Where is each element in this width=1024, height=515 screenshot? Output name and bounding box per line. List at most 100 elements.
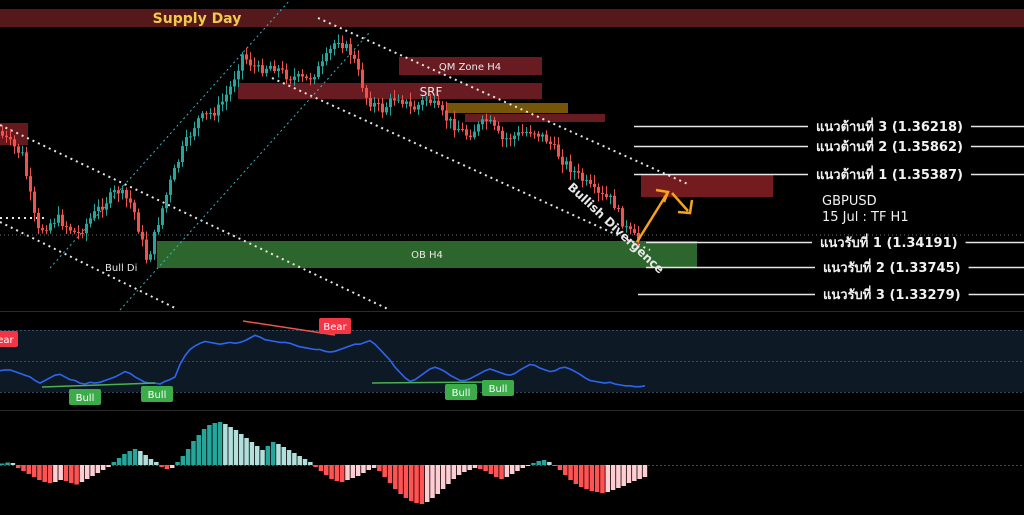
bull-label-tag: Bull (482, 380, 514, 396)
candle-body (29, 176, 32, 192)
candle-body (485, 119, 488, 122)
histogram-bar (626, 465, 632, 483)
histogram-bar (21, 465, 26, 471)
tag-text: Bear (0, 335, 15, 346)
candle-body (257, 65, 260, 67)
bull-label-tag: Bull (445, 384, 477, 400)
candle-body (421, 100, 424, 105)
bull-label-tag: Bull (69, 389, 101, 405)
histogram-bar (371, 465, 377, 468)
channel-lower-left (0, 221, 176, 309)
histogram-bar (127, 451, 132, 465)
tag-text: Bull (76, 393, 95, 404)
candle-body (53, 222, 56, 224)
candle-body (249, 59, 252, 66)
zone-box (399, 57, 542, 75)
candle-body (317, 66, 320, 78)
histogram-bar (345, 465, 350, 480)
candle-body (589, 179, 592, 184)
zone-box (446, 103, 568, 113)
histogram-bar (504, 465, 510, 477)
histogram-bar (201, 429, 207, 465)
candle-body (109, 192, 112, 204)
histogram-bar (632, 465, 637, 481)
candle-body (433, 100, 436, 103)
candle-body (417, 104, 420, 110)
bull-label-tag: Bull (141, 386, 173, 402)
histogram-bar (116, 458, 122, 465)
candle-body (393, 98, 396, 101)
histogram-bar (302, 459, 308, 465)
candle-body (213, 112, 216, 116)
candle-body (461, 128, 464, 130)
histogram-bar (531, 463, 536, 465)
candle-body (169, 179, 172, 195)
histogram-bar (594, 465, 600, 492)
candle-body (313, 77, 316, 80)
candle-body (613, 195, 616, 208)
histogram-bar (398, 465, 403, 494)
candle-body (273, 65, 276, 72)
candle-body (185, 137, 188, 147)
level-label: แนวรับที่ 3 (1.33279) (823, 285, 961, 303)
histogram-bar (159, 465, 164, 467)
candle-body (189, 136, 192, 138)
candle-body (621, 208, 624, 227)
candle-body (325, 53, 328, 62)
histogram-bar (329, 465, 334, 479)
histogram-bar (605, 465, 611, 492)
candle-body (49, 223, 52, 231)
orange-arrow-down-head (677, 199, 694, 215)
candle-body (553, 143, 556, 145)
candle-body (285, 69, 288, 80)
candle-body (149, 254, 152, 260)
candle-body (513, 135, 516, 140)
candle-body (369, 97, 372, 107)
tag-box (69, 389, 101, 405)
histogram-bar (621, 465, 626, 486)
candle-body (1, 131, 4, 136)
zone-label: Supply Day (153, 11, 242, 27)
candle-body (197, 118, 200, 129)
candle-body (277, 68, 280, 72)
histogram-bar (154, 462, 159, 465)
histogram-bar (244, 438, 249, 465)
histogram-bars (0, 422, 648, 504)
candle-body (69, 226, 72, 231)
histogram-bar (297, 456, 302, 465)
candle-body (397, 99, 400, 101)
candle-body (425, 99, 428, 101)
tag-text: Bear (323, 322, 347, 333)
histogram-bar (355, 465, 361, 476)
candle-body (25, 152, 28, 177)
candle-body (521, 132, 524, 134)
candle-body (353, 54, 356, 59)
candle-body (141, 231, 144, 240)
histogram-bar (446, 465, 451, 484)
histogram-bar (642, 465, 648, 477)
candle-body (161, 208, 164, 225)
candle-body (13, 139, 16, 147)
histogram-bar (456, 465, 462, 475)
histogram-bar (557, 465, 563, 470)
candle-body (265, 68, 268, 74)
zone-box (641, 175, 773, 197)
candle-body (493, 119, 496, 126)
histogram-bar (637, 465, 642, 479)
candle-body (385, 107, 388, 113)
histogram-bar (53, 465, 58, 482)
candle-body (245, 54, 248, 60)
orange-arrow-head (655, 188, 670, 203)
histogram-bar (0, 463, 5, 465)
histogram-bar (281, 447, 287, 465)
histogram-bar (132, 449, 138, 465)
candle-body (517, 132, 520, 136)
candle-body (17, 146, 20, 153)
candle-body (81, 232, 84, 234)
candle-body (113, 190, 116, 193)
candle-body (97, 206, 100, 212)
histogram-bar (95, 465, 101, 473)
histogram-bar (228, 427, 233, 465)
histogram-bar (270, 442, 276, 465)
